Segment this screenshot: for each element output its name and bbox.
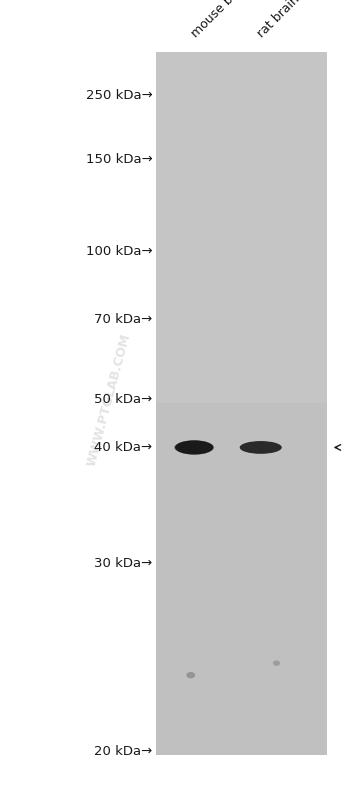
Text: 30 kDa→: 30 kDa→: [94, 557, 152, 570]
Ellipse shape: [186, 672, 195, 678]
Ellipse shape: [174, 443, 197, 452]
Text: 50 kDa→: 50 kDa→: [94, 393, 152, 406]
Bar: [156, 52, 327, 755]
Text: mouse brain: mouse brain: [189, 0, 253, 40]
Text: rat brain: rat brain: [255, 0, 302, 40]
Text: 150 kDa→: 150 kDa→: [85, 153, 152, 166]
Ellipse shape: [273, 660, 280, 666]
Ellipse shape: [240, 443, 261, 452]
Ellipse shape: [261, 443, 282, 452]
Ellipse shape: [240, 441, 282, 454]
Text: 100 kDa→: 100 kDa→: [86, 245, 152, 258]
Bar: [156, 52, 327, 403]
Text: 70 kDa→: 70 kDa→: [94, 313, 152, 326]
Ellipse shape: [175, 440, 214, 455]
Text: WWW.PTGLAB.COM: WWW.PTGLAB.COM: [84, 332, 133, 467]
Ellipse shape: [191, 443, 215, 452]
Text: 20 kDa→: 20 kDa→: [94, 745, 152, 757]
Text: 40 kDa→: 40 kDa→: [94, 441, 152, 454]
Text: 250 kDa→: 250 kDa→: [85, 89, 152, 102]
